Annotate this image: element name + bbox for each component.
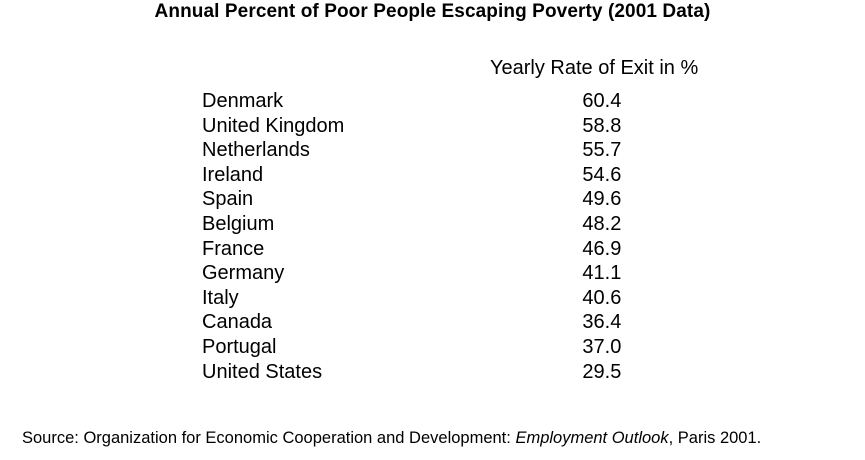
table-row: Belgium 48.2 [202, 212, 642, 237]
value-cell: 58.8 [582, 114, 622, 137]
table-row: Italy 40.6 [202, 286, 642, 311]
table-row: Spain 49.6 [202, 187, 642, 212]
value-cell: 48.2 [582, 212, 622, 235]
source-note: Source: Organization for Economic Cooper… [22, 427, 761, 449]
country-cell: France [202, 237, 265, 260]
page-title: Annual Percent of Poor People Escaping P… [154, 1, 711, 22]
table-row: United Kingdom 58.8 [202, 114, 642, 139]
table-row: Ireland 54.6 [202, 163, 642, 188]
country-cell: Belgium [202, 212, 275, 235]
table-row: France 46.9 [202, 237, 642, 262]
country-cell: Ireland [202, 163, 264, 186]
country-cell: Germany [202, 262, 285, 285]
table-row: United States 29.5 [202, 360, 642, 385]
value-cell: 36.4 [582, 311, 622, 334]
table-row: Canada 36.4 [202, 310, 642, 335]
value-cell: 49.6 [582, 188, 622, 211]
column-header-yearly-rate: Yearly Rate of Exit in % [490, 57, 699, 79]
value-cell: 46.9 [582, 237, 622, 260]
table-row: Portugal 37.0 [202, 335, 642, 360]
source-suffix: , Paris 2001. [668, 429, 762, 447]
country-cell: Spain [202, 188, 254, 211]
country-cell: Portugal [202, 335, 277, 358]
value-cell: 37.0 [582, 335, 622, 358]
country-cell: Canada [202, 311, 273, 334]
country-cell: Netherlands [202, 139, 310, 162]
source-publication: Employment Outlook [515, 429, 669, 447]
value-cell: 60.4 [582, 90, 622, 112]
value-cell: 55.7 [582, 139, 622, 162]
country-cell: Denmark [202, 90, 284, 112]
country-cell: United Kingdom [202, 114, 345, 137]
data-table: Denmark 60.4 United Kingdom 58.8 Netherl… [202, 89, 642, 384]
table-row: Germany 41.1 [202, 261, 642, 286]
value-cell: 29.5 [582, 360, 622, 383]
value-cell: 54.6 [582, 163, 622, 186]
country-cell: Italy [202, 286, 239, 309]
country-cell: United States [202, 360, 323, 383]
source-prefix: Source: Organization for Economic Cooper… [22, 429, 516, 447]
table-row: Denmark 60.4 [202, 89, 642, 114]
value-cell: 40.6 [582, 286, 622, 309]
table-row: Netherlands 55.7 [202, 138, 642, 163]
value-cell: 41.1 [582, 262, 622, 285]
